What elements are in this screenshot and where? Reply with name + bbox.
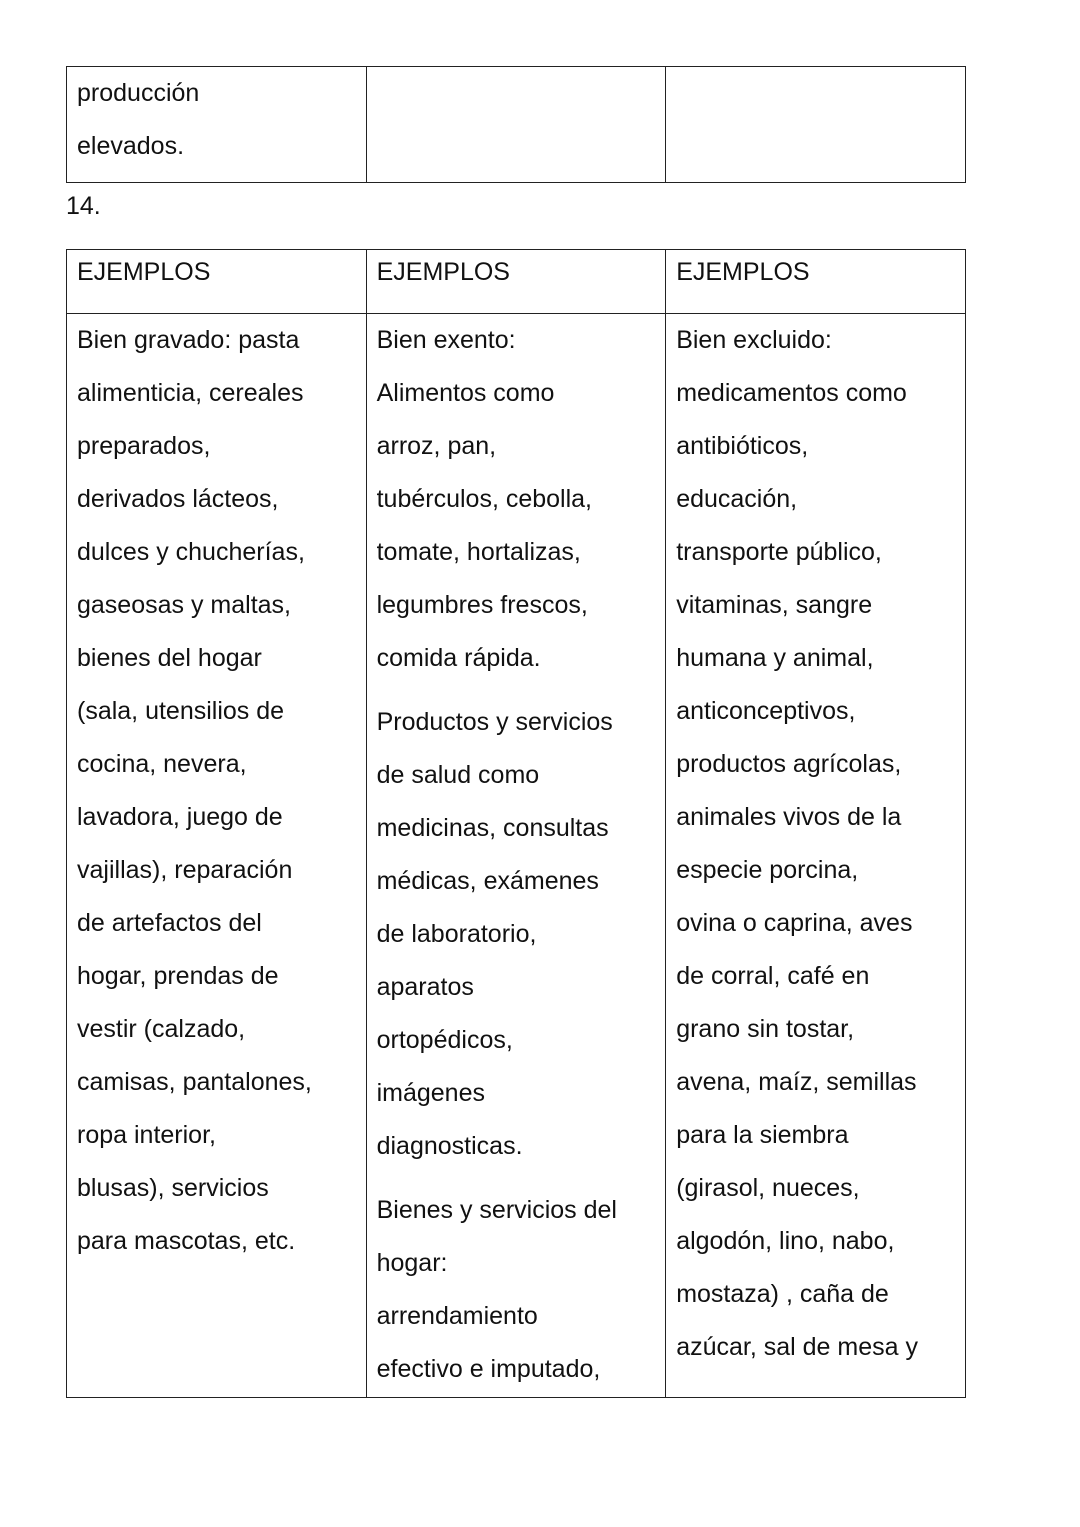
text-line: avena, maíz, semillas bbox=[676, 1068, 917, 1096]
text-line: aparatos bbox=[376, 973, 474, 1001]
paragraph: Bienes y servicios del hogar: arrendamient… bbox=[377, 1184, 658, 1396]
text-line: Bien excluido: bbox=[676, 326, 832, 354]
text-line: (sala, utensilios de bbox=[77, 697, 285, 725]
text-line: arrendamiento bbox=[376, 1302, 538, 1330]
header-cell: EJEMPLOS bbox=[665, 249, 966, 314]
text-line: (girasol, nueces, bbox=[676, 1174, 860, 1202]
text-line: medicamentos como bbox=[676, 379, 907, 407]
text-line: vitaminas, sangre bbox=[676, 591, 873, 619]
text-line: algodón, lino, nabo, bbox=[676, 1227, 895, 1255]
text-line: legumbres frescos, bbox=[376, 591, 588, 619]
text-line: productos agrícolas, bbox=[676, 750, 902, 778]
table-header-row: EJEMPLOS EJEMPLOS EJEMPLOS bbox=[66, 249, 966, 314]
text-line: hogar, prendas de bbox=[77, 962, 279, 990]
text-line: ropa interior, bbox=[77, 1121, 216, 1149]
text-line: vajillas), reparación bbox=[77, 856, 293, 884]
text-line: médicas, exámenes bbox=[376, 867, 599, 895]
text-line: de laboratorio, bbox=[376, 920, 537, 948]
text-line: Bien gravado: pasta bbox=[77, 326, 300, 354]
text-line: ortopédicos, bbox=[376, 1026, 513, 1054]
text-line: efectivo e imputado, bbox=[376, 1355, 601, 1383]
text-line: blusas), servicios bbox=[77, 1174, 269, 1202]
text-line: de artefactos del bbox=[77, 909, 262, 937]
header-cell: EJEMPLOS bbox=[66, 249, 367, 314]
text-line: preparados, bbox=[77, 432, 211, 460]
paragraph: Productos y servicios de salud como medici… bbox=[377, 696, 658, 1173]
text-line: tubérculos, cebolla, bbox=[376, 485, 592, 513]
text-line: elevados. bbox=[77, 132, 185, 160]
text-line: producción bbox=[77, 79, 200, 107]
text-line: bienes del hogar bbox=[77, 644, 262, 672]
table-row: Bien gravado: pasta alimenticia, cereales… bbox=[66, 313, 966, 1398]
text-line: alimenticia, cereales bbox=[77, 379, 304, 407]
text-line: ovina o caprina, aves bbox=[676, 909, 913, 937]
text-line: derivados lácteos, bbox=[77, 485, 279, 513]
taxed-goods-cell: Bien gravado: pasta alimenticia, cereales… bbox=[66, 313, 367, 1398]
text-line: transporte público, bbox=[676, 538, 882, 566]
text-line: tomate, hortalizas, bbox=[376, 538, 581, 566]
text-line: hogar: bbox=[376, 1249, 448, 1277]
excluded-goods-cell: Bien excluido: medicamentos como antibióti… bbox=[665, 313, 966, 1398]
text-line: azúcar, sal de mesa y bbox=[676, 1333, 918, 1361]
text-line: arroz, pan, bbox=[376, 432, 497, 460]
header-cell: EJEMPLOS bbox=[365, 249, 667, 314]
paragraph: Bien excluido: medicamentos como antibióti… bbox=[676, 315, 957, 1375]
table-row: producción elevados. bbox=[66, 66, 966, 183]
text-line: Productos y servicios bbox=[376, 708, 613, 736]
text-line: imágenes bbox=[376, 1079, 485, 1107]
exempt-goods-cell: Bien exento: Alimentos como arroz, pan, tub… bbox=[365, 313, 667, 1398]
table-cell: producción elevados. bbox=[66, 66, 367, 183]
table-cell bbox=[665, 66, 966, 183]
text-line: camisas, pantalones, bbox=[77, 1068, 312, 1096]
text-line: Bienes y servicios del bbox=[376, 1196, 617, 1224]
text-line: especie porcina, bbox=[676, 856, 859, 884]
top-table: producción elevados. bbox=[66, 66, 966, 183]
table-cell bbox=[365, 66, 667, 183]
text-line: educación, bbox=[676, 485, 798, 513]
text-line: Bien exento: bbox=[376, 326, 516, 354]
text-line: vestir (calzado, bbox=[77, 1015, 246, 1043]
text-line: cocina, nevera, bbox=[77, 750, 247, 778]
text-line: Alimentos como bbox=[376, 379, 555, 407]
text-line: de salud como bbox=[376, 761, 540, 789]
text-line: gaseosas y maltas, bbox=[77, 591, 291, 619]
item-number: 14. bbox=[66, 192, 101, 220]
text-line: diagnosticas. bbox=[376, 1132, 523, 1160]
text-line: anticonceptivos, bbox=[676, 697, 856, 725]
text-line: mostaza) , caña de bbox=[676, 1280, 889, 1308]
text-line: medicinas, consultas bbox=[376, 814, 609, 842]
examples-table: EJEMPLOS EJEMPLOS EJEMPLOS Bien gravado:… bbox=[66, 249, 966, 1398]
text-line: humana y animal, bbox=[676, 644, 874, 672]
text-line: de corral, café en bbox=[676, 962, 870, 990]
text-line: grano sin tostar, bbox=[676, 1015, 855, 1043]
text-line: antibióticos, bbox=[676, 432, 809, 460]
text-line: para mascotas, etc. bbox=[77, 1227, 296, 1255]
text-line: comida rápida. bbox=[376, 644, 541, 672]
text-line: lavadora, juego de bbox=[77, 803, 283, 831]
text-line: dulces y chucherías, bbox=[77, 538, 305, 566]
paragraph: Bien exento: Alimentos como arroz, pan, tub… bbox=[376, 315, 658, 686]
text-line: para la siembra bbox=[676, 1121, 849, 1149]
paragraph: Bien gravado: pasta alimenticia, cereales… bbox=[77, 315, 358, 1269]
text-line: animales vivos de la bbox=[676, 803, 902, 831]
